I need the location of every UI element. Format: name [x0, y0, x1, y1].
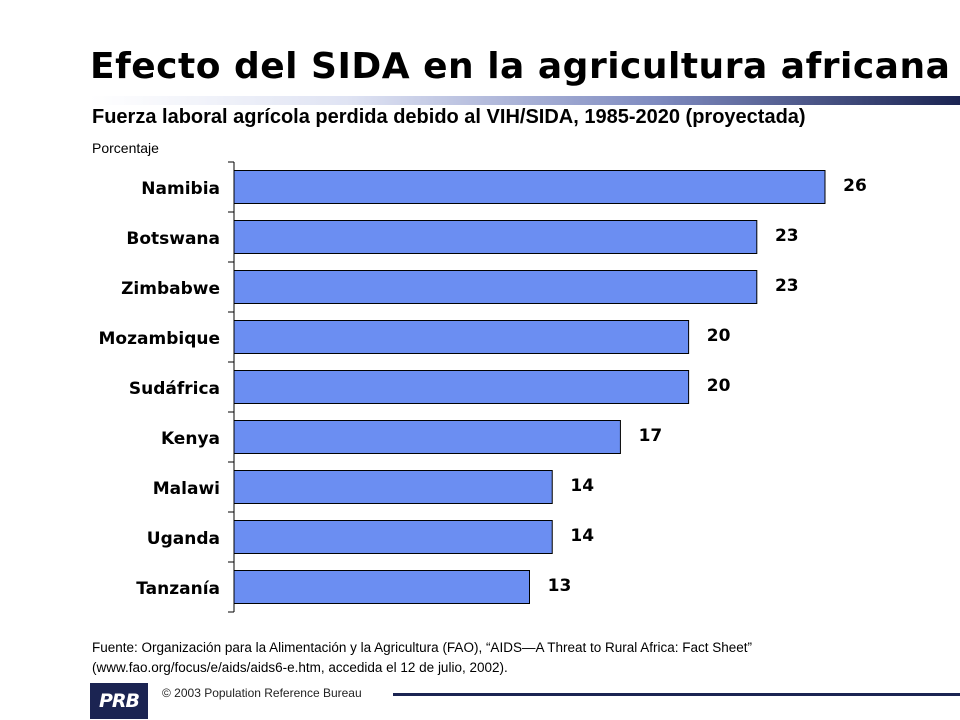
data-label: 23	[775, 276, 799, 296]
category-label: Botswana	[126, 229, 220, 249]
data-label: 17	[639, 426, 663, 446]
data-label: 23	[775, 226, 799, 246]
bar-6	[233, 470, 553, 504]
source-note: Fuente: Organización para la Alimentació…	[92, 640, 753, 675]
data-label: 14	[570, 526, 594, 546]
category-label: Namibia	[141, 179, 220, 199]
category-label: Malawi	[153, 479, 220, 499]
bar-2	[233, 270, 758, 304]
slide-title: Efecto del SIDA en la agricultura africa…	[90, 46, 951, 87]
unit-label: Porcentaje	[92, 140, 159, 156]
bar-chart: Namibia 26 Botswana 23 Zimbabwe 23 Mozambique 2…	[99, 161, 867, 613]
data-label: 20	[707, 376, 731, 396]
footer-rule	[393, 693, 960, 696]
bar-5	[233, 420, 621, 454]
data-label: 26	[843, 176, 867, 196]
bar-8	[233, 570, 530, 604]
category-label: Kenya	[161, 429, 220, 449]
bar-7	[233, 520, 553, 554]
data-label: 13	[548, 576, 572, 596]
bar-0	[233, 170, 826, 204]
title-gradient-bar	[90, 96, 960, 105]
bar-1	[233, 220, 758, 254]
category-label: Mozambique	[99, 329, 220, 349]
bar-4	[233, 370, 690, 404]
category-label: Zimbabwe	[121, 279, 220, 299]
category-label: Sudáfrica	[129, 379, 220, 399]
category-label: Uganda	[147, 529, 220, 549]
prb-logo: PRB	[90, 683, 148, 719]
data-label: 14	[570, 476, 594, 496]
copyright-text: © 2003 Population Reference Bureau	[162, 686, 362, 700]
bar-3	[233, 320, 690, 354]
data-label: 20	[707, 326, 731, 346]
category-label: Tanzanía	[136, 579, 220, 599]
chart-subtitle: Fuerza laboral agrícola perdida debido a…	[92, 106, 806, 128]
